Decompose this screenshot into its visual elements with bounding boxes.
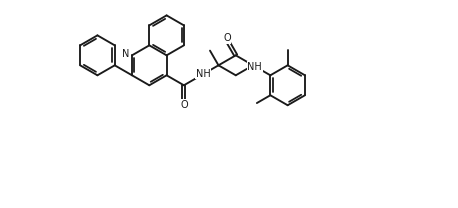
Text: O: O bbox=[223, 33, 231, 43]
Text: NH: NH bbox=[247, 62, 262, 72]
Text: N: N bbox=[122, 49, 129, 59]
Text: NH: NH bbox=[196, 69, 211, 79]
Text: O: O bbox=[180, 99, 188, 110]
